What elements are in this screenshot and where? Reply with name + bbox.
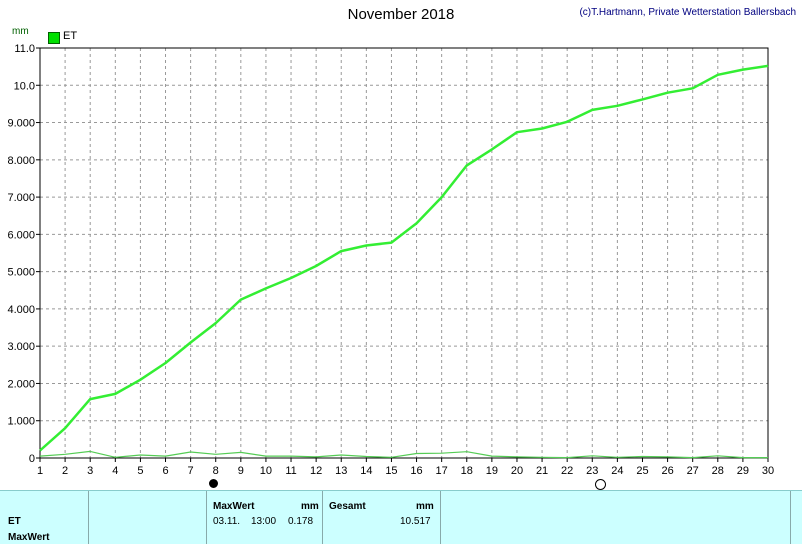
- total-value: 10.517: [400, 516, 431, 527]
- row-label-cell: ET MaxWert: [0, 491, 89, 544]
- x-tick-label: 17: [436, 465, 448, 477]
- x-tick-label: 27: [687, 465, 699, 477]
- total-cell: Gesamt mm 10.517: [323, 491, 441, 544]
- x-tick-label: 19: [486, 465, 498, 477]
- full-moon-icon: [595, 479, 607, 490]
- y-tick-label: 7.000: [7, 192, 35, 204]
- legend-swatch: [48, 32, 60, 44]
- y-tick-label: 8.000: [7, 155, 35, 167]
- x-tick-label: 12: [310, 465, 322, 477]
- x-tick-label: 11: [285, 465, 296, 477]
- x-tick-label: 14: [360, 465, 372, 477]
- chart-series: [39, 64, 769, 459]
- chart-title: November 2018: [347, 6, 455, 23]
- x-tick-label: 6: [162, 465, 168, 477]
- x-tick-label: 15: [385, 465, 397, 477]
- x-tick-label: 29: [737, 465, 749, 477]
- x-tick-label: 1: [37, 465, 43, 477]
- x-tick-label: 2: [62, 465, 68, 477]
- total-unit: mm: [416, 501, 434, 512]
- max-unit: mm: [301, 501, 319, 512]
- y-tick-label: 2.000: [7, 378, 35, 390]
- chart-axes: [36, 47, 769, 462]
- y-tick-label: 1.000: [7, 416, 35, 428]
- x-tick-label: 25: [636, 465, 648, 477]
- y-axis-unit: mm: [12, 26, 29, 37]
- x-tick-label: 22: [561, 465, 573, 477]
- x-tick-label: 5: [137, 465, 143, 477]
- x-tick-label: 24: [611, 465, 623, 477]
- chart-canvas: 0 1.000 2.000 3.000 4.000 5.000 6.000 7.000 8.00…: [7, 43, 774, 477]
- max-date: 03.11.: [213, 516, 241, 527]
- x-tick-label: 21: [536, 465, 548, 477]
- x-tick-label: 13: [335, 465, 347, 477]
- y-tick-label: 11.0: [14, 43, 35, 55]
- x-tick-label: 28: [712, 465, 724, 477]
- empty-cell-right: [441, 491, 791, 544]
- x-tick-label: 20: [511, 465, 523, 477]
- y-tick-label: 5.000: [7, 267, 35, 279]
- max-time: 13:00: [251, 516, 277, 527]
- x-tick-label: 18: [461, 465, 473, 477]
- x-tick-label: 30: [762, 465, 774, 477]
- x-tick-label: 3: [87, 465, 93, 477]
- x-tick-label: 9: [238, 465, 244, 477]
- x-tick-label: 8: [213, 465, 219, 477]
- x-tick-label: 26: [661, 465, 673, 477]
- row-label-maxwert: MaxWert: [8, 532, 50, 543]
- et-cumulative-line: [39, 64, 769, 452]
- new-moon-icon: [208, 479, 218, 488]
- copyright-text: (c)T.Hartmann, Private Wetterstation Bal…: [579, 7, 796, 18]
- x-tick-label: 10: [260, 465, 272, 477]
- empty-cell: [89, 491, 207, 544]
- y-tick-label: 9.000: [7, 118, 35, 130]
- max-value-cell: MaxWert mm 03.11. 13:00 0.178: [207, 491, 323, 544]
- x-tick-labels: 1 2 3 4 5 6 7 8 9 10 11 12 13 14 15 16 17 18 19 20 21 22 23 24 2…: [37, 465, 774, 477]
- summary-table: ET MaxWert MaxWert mm 03.11. 13:00 0.178…: [0, 490, 802, 544]
- y-tick-label: 10.0: [14, 80, 35, 92]
- y-tick-label: 0: [29, 453, 35, 465]
- row-label-et: ET: [8, 516, 21, 527]
- et-daily-line: [39, 450, 768, 459]
- plot-frame: [39, 47, 769, 459]
- y-tick-labels: 0 1.000 2.000 3.000 4.000 5.000 6.000 7.000 8.00…: [7, 43, 35, 465]
- total-header: Gesamt: [329, 501, 366, 512]
- legend-label: ET: [63, 30, 78, 42]
- y-tick-label: 3.000: [7, 341, 35, 353]
- chart-grid: [40, 48, 768, 458]
- max-header: MaxWert: [213, 501, 255, 512]
- x-tick-label: 7: [188, 465, 194, 477]
- x-tick-label: 16: [410, 465, 422, 477]
- x-tick-label: 4: [112, 465, 118, 477]
- max-value: 0.178: [288, 516, 314, 527]
- y-tick-label: 6.000: [7, 229, 35, 241]
- x-tick-label: 23: [586, 465, 598, 477]
- y-tick-label: 4.000: [7, 304, 35, 316]
